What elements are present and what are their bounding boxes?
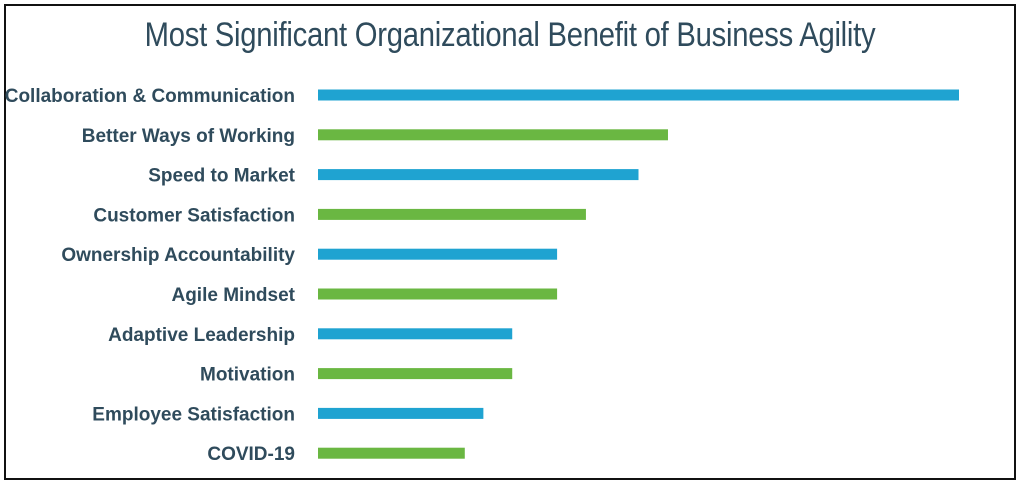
bar bbox=[318, 407, 484, 419]
bar bbox=[318, 208, 586, 220]
category-label: Motivation bbox=[200, 365, 295, 386]
chart-title: Most Significant Organizational Benefit … bbox=[144, 16, 876, 54]
bar bbox=[318, 248, 558, 260]
category-label: Customer Satisfaction bbox=[93, 205, 295, 226]
chart-frame: Most Significant Organizational Benefit … bbox=[4, 4, 1016, 480]
category-label: Better Ways of Working bbox=[82, 126, 295, 147]
category-label: Adaptive Leadership bbox=[108, 325, 295, 346]
category-label: Speed to Market bbox=[148, 166, 295, 187]
bar bbox=[318, 288, 558, 300]
bar bbox=[318, 328, 513, 340]
bar bbox=[318, 169, 639, 181]
bar bbox=[318, 368, 513, 380]
category-label: Agile Mindset bbox=[171, 285, 295, 306]
category-label: COVID-19 bbox=[207, 444, 295, 465]
category-label: Ownership Accountability bbox=[61, 245, 295, 266]
bar bbox=[318, 89, 959, 101]
bar bbox=[318, 447, 465, 459]
bar bbox=[318, 129, 668, 141]
category-label: Employee Satisfaction bbox=[92, 404, 295, 425]
category-label: Collaboration & Communication bbox=[5, 86, 295, 107]
